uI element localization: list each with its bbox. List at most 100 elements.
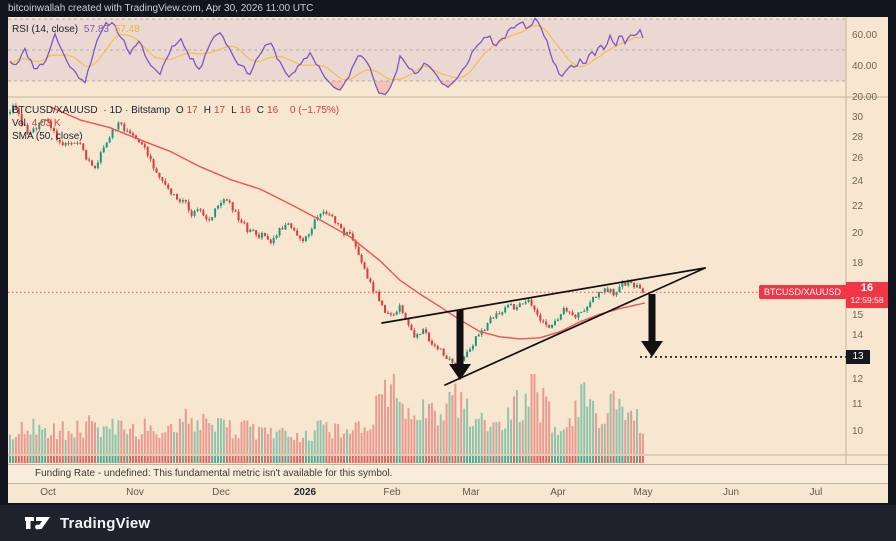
chart-panel[interactable]: RSI (14, close) 57.83 57.48 BTCUSD/XAUUS…	[8, 17, 888, 503]
volume-bar	[630, 410, 633, 454]
volume-bar	[621, 406, 624, 454]
price-tick-28: 28	[852, 131, 864, 143]
volume-bar	[597, 428, 600, 454]
volume-bar	[363, 427, 366, 454]
volume-bar	[17, 434, 20, 454]
candle-body	[196, 209, 199, 212]
volume-bar	[562, 429, 565, 454]
volume-bar	[369, 429, 372, 454]
volume-label: Vol	[12, 118, 26, 129]
funding-rate-bar	[398, 456, 401, 463]
candle-body	[559, 314, 562, 320]
candle-body	[140, 142, 143, 145]
volume-bar	[126, 434, 129, 454]
funding-rate-bar	[463, 456, 466, 463]
funding-rate-bar	[284, 456, 287, 463]
funding-rate-bar	[55, 456, 58, 463]
volume-bar	[79, 432, 82, 454]
candle-body	[425, 329, 428, 333]
funding-rate-bar	[105, 456, 108, 463]
volume-bar	[35, 434, 38, 454]
tradingview-brand[interactable]: TradingView	[60, 514, 151, 532]
candle-body	[67, 143, 70, 145]
ohlc-values: O 17 H 17 L 16 C 16	[176, 105, 284, 116]
rsi-oversold-fill	[442, 81, 454, 88]
volume-bar	[375, 395, 378, 454]
funding-rate-bar	[527, 456, 530, 463]
candle-body	[44, 119, 47, 121]
volume-bar	[615, 409, 618, 454]
funding-rate-bar	[123, 456, 126, 463]
funding-rate-bar	[281, 456, 284, 463]
funding-rate-bar	[70, 456, 73, 463]
volume-bar	[105, 426, 108, 454]
candle-body	[310, 228, 313, 235]
funding-rate-bar	[117, 456, 120, 463]
volume-bar	[158, 438, 161, 454]
funding-rate-bar	[114, 456, 117, 463]
candle-body	[252, 229, 255, 231]
tradingview-logo-icon[interactable]	[24, 514, 52, 532]
funding-rate-bar	[225, 456, 228, 463]
funding-rate-bar	[521, 456, 524, 463]
volume-bar	[164, 432, 167, 454]
volume-bar	[23, 434, 26, 454]
funding-rate-bar	[430, 456, 433, 463]
volume-bar	[495, 422, 498, 454]
candle-body	[260, 232, 263, 238]
funding-rate-bar	[384, 456, 387, 463]
funding-rate-bar	[184, 456, 187, 463]
time-axis[interactable]: Oct Nov Dec 2026 Feb Mar Apr May Jun Jul	[8, 484, 888, 503]
volume-bar	[636, 409, 639, 454]
volume-bar	[600, 424, 603, 454]
funding-rate-bar	[501, 456, 504, 463]
candle-body	[451, 358, 454, 363]
funding-rate-bar	[50, 456, 53, 463]
volume-bar	[439, 414, 442, 454]
funding-rate-bar	[211, 456, 214, 463]
volume-bar	[67, 431, 70, 454]
volume-bar	[360, 432, 363, 454]
candle-body	[20, 113, 23, 125]
candle-body	[395, 311, 398, 315]
candle-body	[630, 280, 633, 284]
volume-bar	[258, 426, 261, 454]
symbol-name: BTCUSD/XAUUSD	[12, 105, 98, 116]
candle-body	[463, 356, 466, 361]
volume-bar	[492, 422, 495, 454]
funding-rate-bar	[187, 456, 190, 463]
price-tick-14: 14	[852, 329, 864, 341]
candle-body	[542, 320, 545, 322]
funding-rate-bar	[199, 456, 202, 463]
funding-rate-bar	[14, 456, 17, 463]
funding-rate-bar	[307, 456, 310, 463]
volume-bar	[246, 420, 249, 454]
candle-body	[146, 147, 149, 156]
volume-bar	[58, 430, 61, 454]
volume-bar	[425, 418, 428, 454]
chart-canvas[interactable]	[8, 17, 888, 503]
candle-body	[436, 345, 439, 350]
volume-bar	[91, 421, 94, 454]
funding-rate-bar	[492, 456, 495, 463]
candle-body	[82, 143, 85, 151]
volume-bar	[178, 418, 181, 454]
breakdown-arrow-2	[641, 294, 663, 357]
volume-bar	[489, 426, 492, 454]
volume-bar	[633, 420, 636, 454]
time-label-Feb: Feb	[383, 487, 401, 498]
volume-bar	[88, 415, 91, 454]
funding-rate-bar	[202, 456, 205, 463]
candle-body	[439, 348, 442, 350]
candle-body	[167, 184, 170, 189]
candle-body	[93, 165, 96, 169]
volume-bar	[76, 420, 79, 454]
funding-rate-bar	[512, 456, 515, 463]
funding-rate-bar	[439, 456, 442, 463]
funding-rate-bar	[580, 456, 583, 463]
candle-body	[255, 230, 258, 235]
volume-bar	[143, 418, 146, 454]
time-label-Mar: Mar	[462, 487, 480, 498]
volume-bar	[82, 437, 85, 454]
funding-rate-bar	[337, 456, 340, 463]
